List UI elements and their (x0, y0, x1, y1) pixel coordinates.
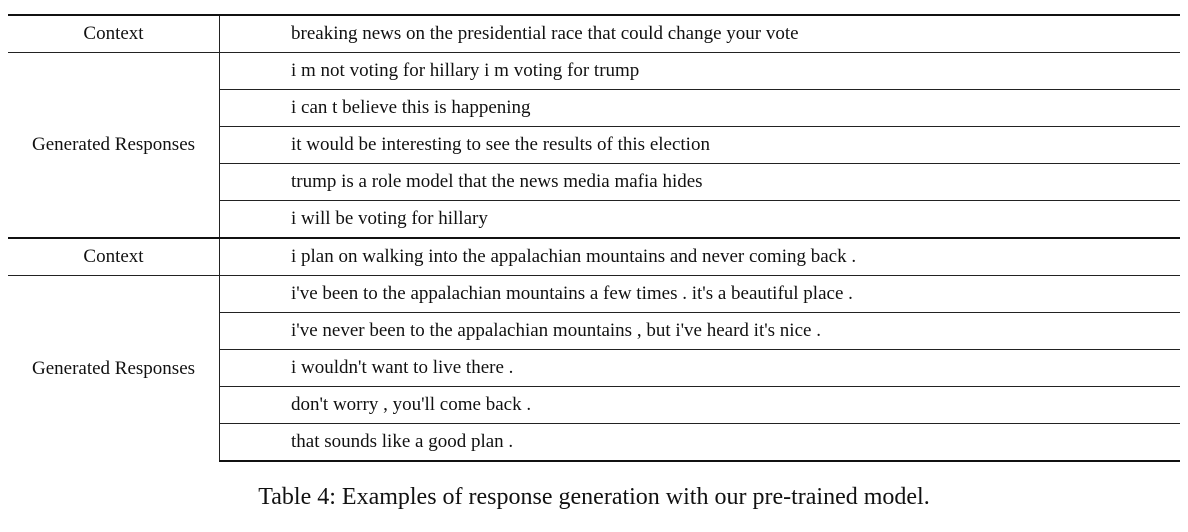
context-row: Context breaking news on the presidentia… (8, 14, 1180, 53)
context-text: breaking news on the presidential race t… (219, 14, 1180, 53)
response-text: i m not voting for hillary i m voting fo… (219, 52, 1180, 90)
response-row: Generated Responses i m not voting for h… (8, 52, 1180, 238)
response-text: i will be voting for hillary (219, 200, 1180, 238)
response-text: i can t believe this is happening (219, 89, 1180, 127)
response-row: don't worry , you'll come back . (8, 386, 1180, 424)
response-text: trump is a role model that the news medi… (219, 163, 1180, 201)
response-row: trump is a role model that the news medi… (8, 163, 1180, 201)
response-row: Generated Responses i've been to the app… (8, 275, 1180, 461)
context-text: i plan on walking into the appalachian m… (219, 237, 1180, 276)
response-row: i can t believe this is happening (8, 89, 1180, 127)
response-text: i've been to the appalachian mountains a… (219, 275, 1180, 313)
responses-label: Generated Responses (8, 52, 220, 238)
response-text: it would be interesting to see the resul… (219, 126, 1180, 164)
context-label: Context (8, 237, 220, 276)
response-row: i will be voting for hillary (8, 200, 1180, 238)
response-row: it would be interesting to see the resul… (8, 126, 1180, 164)
response-row: i wouldn't want to live there . (8, 349, 1180, 387)
context-row: Context i plan on walking into the appal… (8, 237, 1180, 276)
response-text: that sounds like a good plan . (219, 423, 1180, 462)
response-row: i've never been to the appalachian mount… (8, 312, 1180, 350)
response-text: don't worry , you'll come back . (219, 386, 1180, 424)
response-row: that sounds like a good plan . (8, 423, 1180, 462)
responses-label: Generated Responses (8, 275, 220, 461)
context-label: Context (8, 14, 220, 53)
table-caption: Table 4: Examples of response generation… (258, 484, 930, 510)
examples-table: Context breaking news on the presidentia… (8, 14, 1180, 462)
response-text: i've never been to the appalachian mount… (219, 312, 1180, 350)
response-text: i wouldn't want to live there . (219, 349, 1180, 387)
